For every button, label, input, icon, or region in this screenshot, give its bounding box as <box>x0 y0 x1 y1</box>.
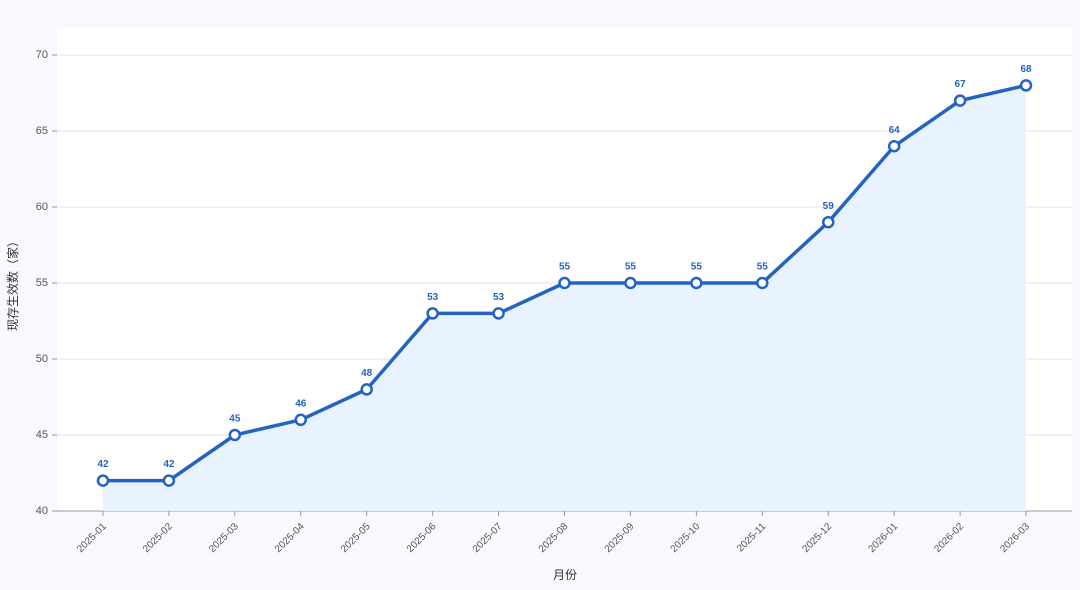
y-tick-label: 60 <box>36 201 48 213</box>
x-tick-label: 2025-05 <box>339 521 373 555</box>
y-tick-label: 55 <box>36 277 48 289</box>
data-label: 55 <box>691 262 703 273</box>
data-label: 68 <box>1020 64 1032 75</box>
data-label: 64 <box>889 125 901 136</box>
data-label: 42 <box>97 459 109 470</box>
x-tick-label: 2025-06 <box>405 521 439 555</box>
marker <box>887 139 901 153</box>
data-label: 48 <box>361 368 373 379</box>
y-tick-label: 40 <box>36 505 48 517</box>
marker <box>624 276 637 290</box>
data-label: 53 <box>427 292 439 303</box>
data-label: 46 <box>295 398 307 409</box>
x-tick-label: 2025-12 <box>800 521 834 555</box>
x-tick-label: 2025-03 <box>207 521 241 555</box>
marker <box>690 276 703 290</box>
marker <box>1019 79 1033 92</box>
marker <box>492 307 505 320</box>
data-label: 45 <box>229 414 241 425</box>
data-label: 59 <box>823 201 835 212</box>
x-tick-label: 2025-04 <box>273 521 307 555</box>
marker <box>756 276 769 290</box>
marker <box>294 413 308 427</box>
marker <box>426 307 439 320</box>
x-tick-label: 2025-08 <box>537 521 571 555</box>
marker <box>821 215 835 229</box>
marker <box>360 383 373 396</box>
x-tick-label: 2025-11 <box>735 521 769 555</box>
y-tick-label: 45 <box>36 429 48 441</box>
y-axis-label: 现存生效数（家） <box>5 235 20 331</box>
y-tick-label: 65 <box>36 125 48 137</box>
data-label: 42 <box>163 459 175 470</box>
marker <box>96 474 110 487</box>
data-label: 55 <box>559 262 571 273</box>
data-label: 55 <box>625 262 637 273</box>
data-label: 53 <box>493 292 505 303</box>
marker <box>558 276 571 290</box>
marker <box>162 474 176 487</box>
data-label: 67 <box>955 79 967 90</box>
x-tick-label: 2025-02 <box>141 521 175 555</box>
x-tick-label: 2025-09 <box>603 521 637 555</box>
x-tick-label: 2026-02 <box>932 521 966 555</box>
x-tick-label: 2026-01 <box>866 521 900 555</box>
x-tick-label: 2025-01 <box>75 521 109 555</box>
x-tick-label: 2025-10 <box>669 521 703 555</box>
x-tick-label: 2025-07 <box>471 521 505 555</box>
x-axis-label: 月份 <box>553 568 577 582</box>
marker <box>953 94 967 107</box>
y-tick-label: 70 <box>36 49 48 61</box>
marker <box>228 428 242 442</box>
y-tick-label: 50 <box>36 353 48 365</box>
data-label: 55 <box>757 262 769 273</box>
x-tick-label: 2026-03 <box>998 521 1032 555</box>
